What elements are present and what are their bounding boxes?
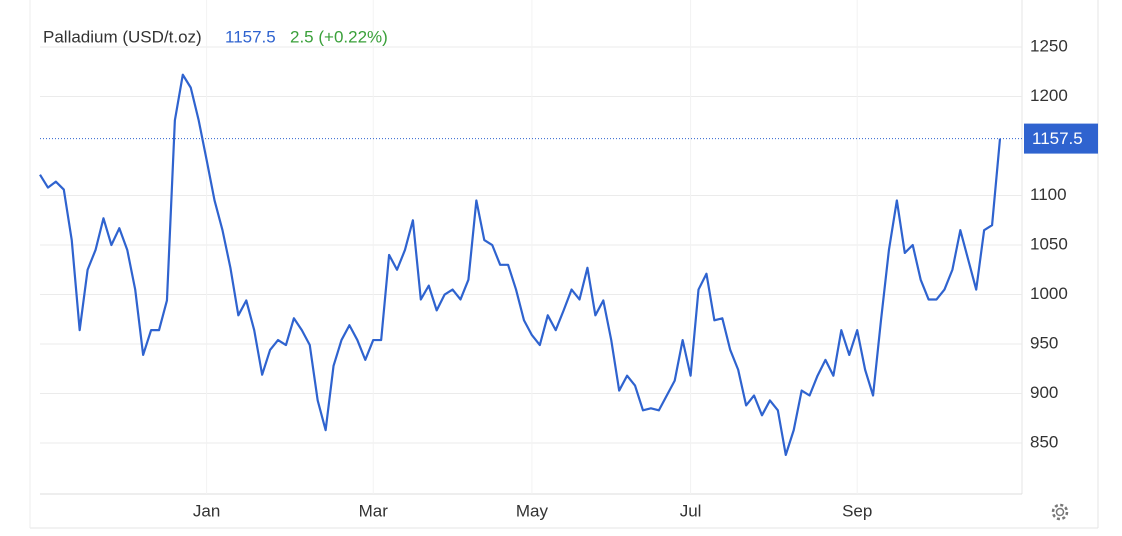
header-change: 2.5 (+0.22%) — [290, 27, 388, 46]
x-tick-label: Sep — [842, 501, 872, 520]
y-tick-label: 1050 — [1030, 235, 1068, 254]
x-tick-label: Mar — [359, 501, 389, 520]
header-price: 1157.5 — [225, 27, 276, 46]
grid — [40, 0, 1022, 494]
x-tick-label: May — [516, 501, 549, 520]
last-price-label: 1157.5 — [1032, 129, 1083, 148]
price-line — [39, 73, 1002, 456]
y-tick-label: 850 — [1030, 433, 1058, 452]
last-price-box — [1024, 123, 1098, 154]
x-tick-label: Jul — [680, 501, 702, 520]
y-tick-label: 1250 — [1030, 37, 1068, 56]
y-tick-label: 1000 — [1030, 284, 1068, 303]
plot — [39, 73, 1022, 456]
settings-icon[interactable] — [1051, 503, 1069, 521]
y-tick-label: 1100 — [1030, 185, 1067, 204]
y-tick-label: 900 — [1030, 383, 1058, 402]
y-tick-label: 1200 — [1030, 86, 1068, 105]
x-tick-label: Jan — [193, 501, 220, 520]
y-tick-label: 950 — [1030, 334, 1058, 353]
chart-title: Palladium (USD/t.oz) — [43, 27, 202, 46]
